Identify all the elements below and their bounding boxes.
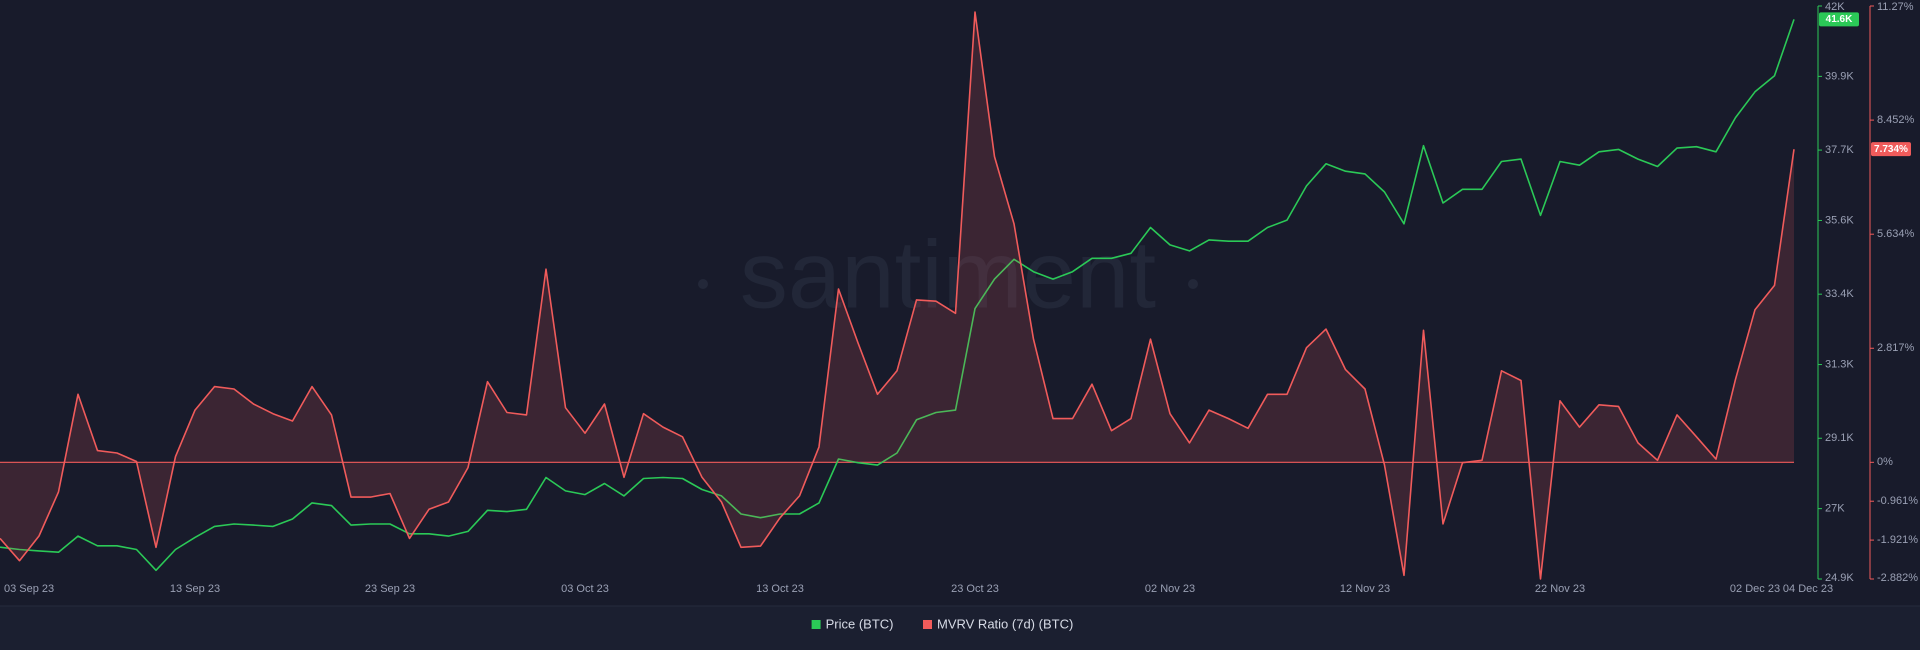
x-tick-label: 12 Nov 23 xyxy=(1340,583,1390,595)
y-tick-label: 24.9K xyxy=(1825,572,1854,584)
legend: Price (BTC) MVRV Ratio (7d) (BTC) xyxy=(811,616,1073,631)
y2-tick-label: -0.961% xyxy=(1877,495,1918,507)
y-tick-label: 37.7K xyxy=(1825,144,1854,156)
x-tick-label: 22 Nov 23 xyxy=(1535,583,1585,595)
y-tick-label: 35.6K xyxy=(1825,214,1854,226)
series-line xyxy=(0,11,1795,580)
x-tick-label: 13 Oct 23 xyxy=(756,583,804,595)
y2-tick-label: 11.27% xyxy=(1877,1,1914,13)
y2-tick-label: -1.921% xyxy=(1877,534,1918,546)
y2-tick-label: 2.817% xyxy=(1877,342,1915,354)
legend-swatch xyxy=(923,620,932,629)
watermark-dot xyxy=(698,279,708,289)
x-tick-label: 23 Oct 23 xyxy=(951,583,999,595)
y2-tick-label: 0% xyxy=(1877,456,1893,468)
x-tick-label: 03 Oct 23 xyxy=(561,583,609,595)
legend-swatch xyxy=(811,620,821,629)
y-tick-label: 39.9K xyxy=(1825,70,1854,82)
watermark: santiment xyxy=(740,221,1156,328)
y-tick-label: 42K xyxy=(1825,1,1845,13)
x-tick-label: 02 Nov 23 xyxy=(1145,583,1195,595)
last-value-badge xyxy=(1819,12,1859,27)
y-tick-label: 33.4K xyxy=(1825,288,1854,300)
x-tick-label: 13 Sep 23 xyxy=(170,583,220,595)
y-tick-label: 31.3K xyxy=(1825,358,1854,370)
plot-background xyxy=(0,0,1920,606)
legend-label: MVRV Ratio (7d) (BTC) xyxy=(937,616,1073,631)
legend-background xyxy=(0,606,1920,650)
y-tick-label: 29.1K xyxy=(1825,432,1854,444)
last-value-label: 7.734% xyxy=(1874,144,1908,155)
x-tick-label: 03 Sep 23 xyxy=(4,583,54,595)
y-tick-label: 27K xyxy=(1825,503,1845,515)
y2-tick-label: 8.452% xyxy=(1877,114,1915,126)
y2-tick-label: -2.882% xyxy=(1877,572,1918,584)
y2-tick-label: 5.634% xyxy=(1877,228,1915,240)
series-area xyxy=(0,12,1794,579)
watermark-dot xyxy=(1188,279,1198,289)
x-tick-label: 04 Dec 23 xyxy=(1783,583,1833,595)
x-tick-label: 02 Dec 23 xyxy=(1730,583,1780,595)
last-value-badge xyxy=(1871,142,1911,157)
x-tick-label: 23 Sep 23 xyxy=(365,583,415,595)
series-line xyxy=(0,19,1795,572)
legend-label: Price (BTC) xyxy=(826,616,894,631)
last-value-label: 41.6K xyxy=(1826,14,1853,25)
